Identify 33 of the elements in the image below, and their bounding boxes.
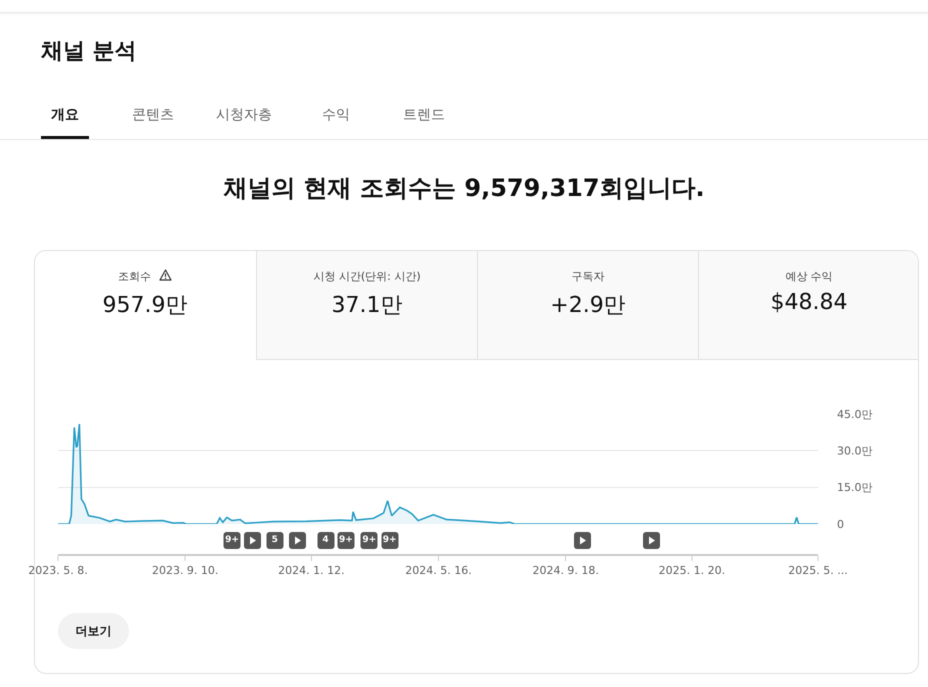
text: 957.9만	[102, 292, 188, 320]
y-tick-label: 45.0만	[837, 408, 872, 421]
text: 수익	[322, 106, 350, 124]
text: 9+	[223, 532, 240, 549]
text: 9+	[381, 532, 398, 549]
x-tick-label: 2025. 5. ...	[788, 564, 848, 578]
y-tick-label: 15.0만	[837, 481, 872, 494]
text: 조회수	[118, 270, 151, 283]
text: +2.9만	[549, 292, 627, 320]
text: 시청 시간(단위: 시간)	[313, 270, 421, 283]
text: 더보기	[58, 613, 129, 649]
x-tick-label: 2024. 9. 18.	[532, 564, 599, 578]
text: $48.84	[770, 290, 848, 315]
x-tick-label: 2024. 1. 12.	[278, 564, 345, 578]
text: 시청자층	[216, 106, 272, 124]
text: 9+	[337, 532, 354, 549]
text: 콘텐츠	[132, 106, 174, 124]
chart-subtitle: 채널의 현재 조회수는 9,579,317회입니다.	[222, 173, 706, 204]
text: 예상 수익	[785, 270, 833, 283]
text: 개요	[51, 106, 79, 124]
x-tick-label: 2024. 5. 16.	[405, 564, 472, 578]
x-tick-label: 2023. 5. 8.	[28, 564, 88, 578]
y-tick-label: 0	[837, 518, 844, 531]
text: 9+	[360, 532, 378, 549]
text: 트렌드	[403, 106, 445, 124]
text: 37.1만	[330, 292, 404, 320]
x-tick-label: 2023. 9. 10.	[152, 564, 218, 578]
y-tick-label: 30.0만	[837, 444, 872, 458]
chart-title: 채널 분석	[41, 38, 137, 66]
text: 4	[317, 532, 334, 549]
x-tick-label: 2025. 1. 20.	[658, 564, 726, 578]
text: 구독자	[572, 270, 604, 283]
text: 5	[266, 532, 284, 549]
